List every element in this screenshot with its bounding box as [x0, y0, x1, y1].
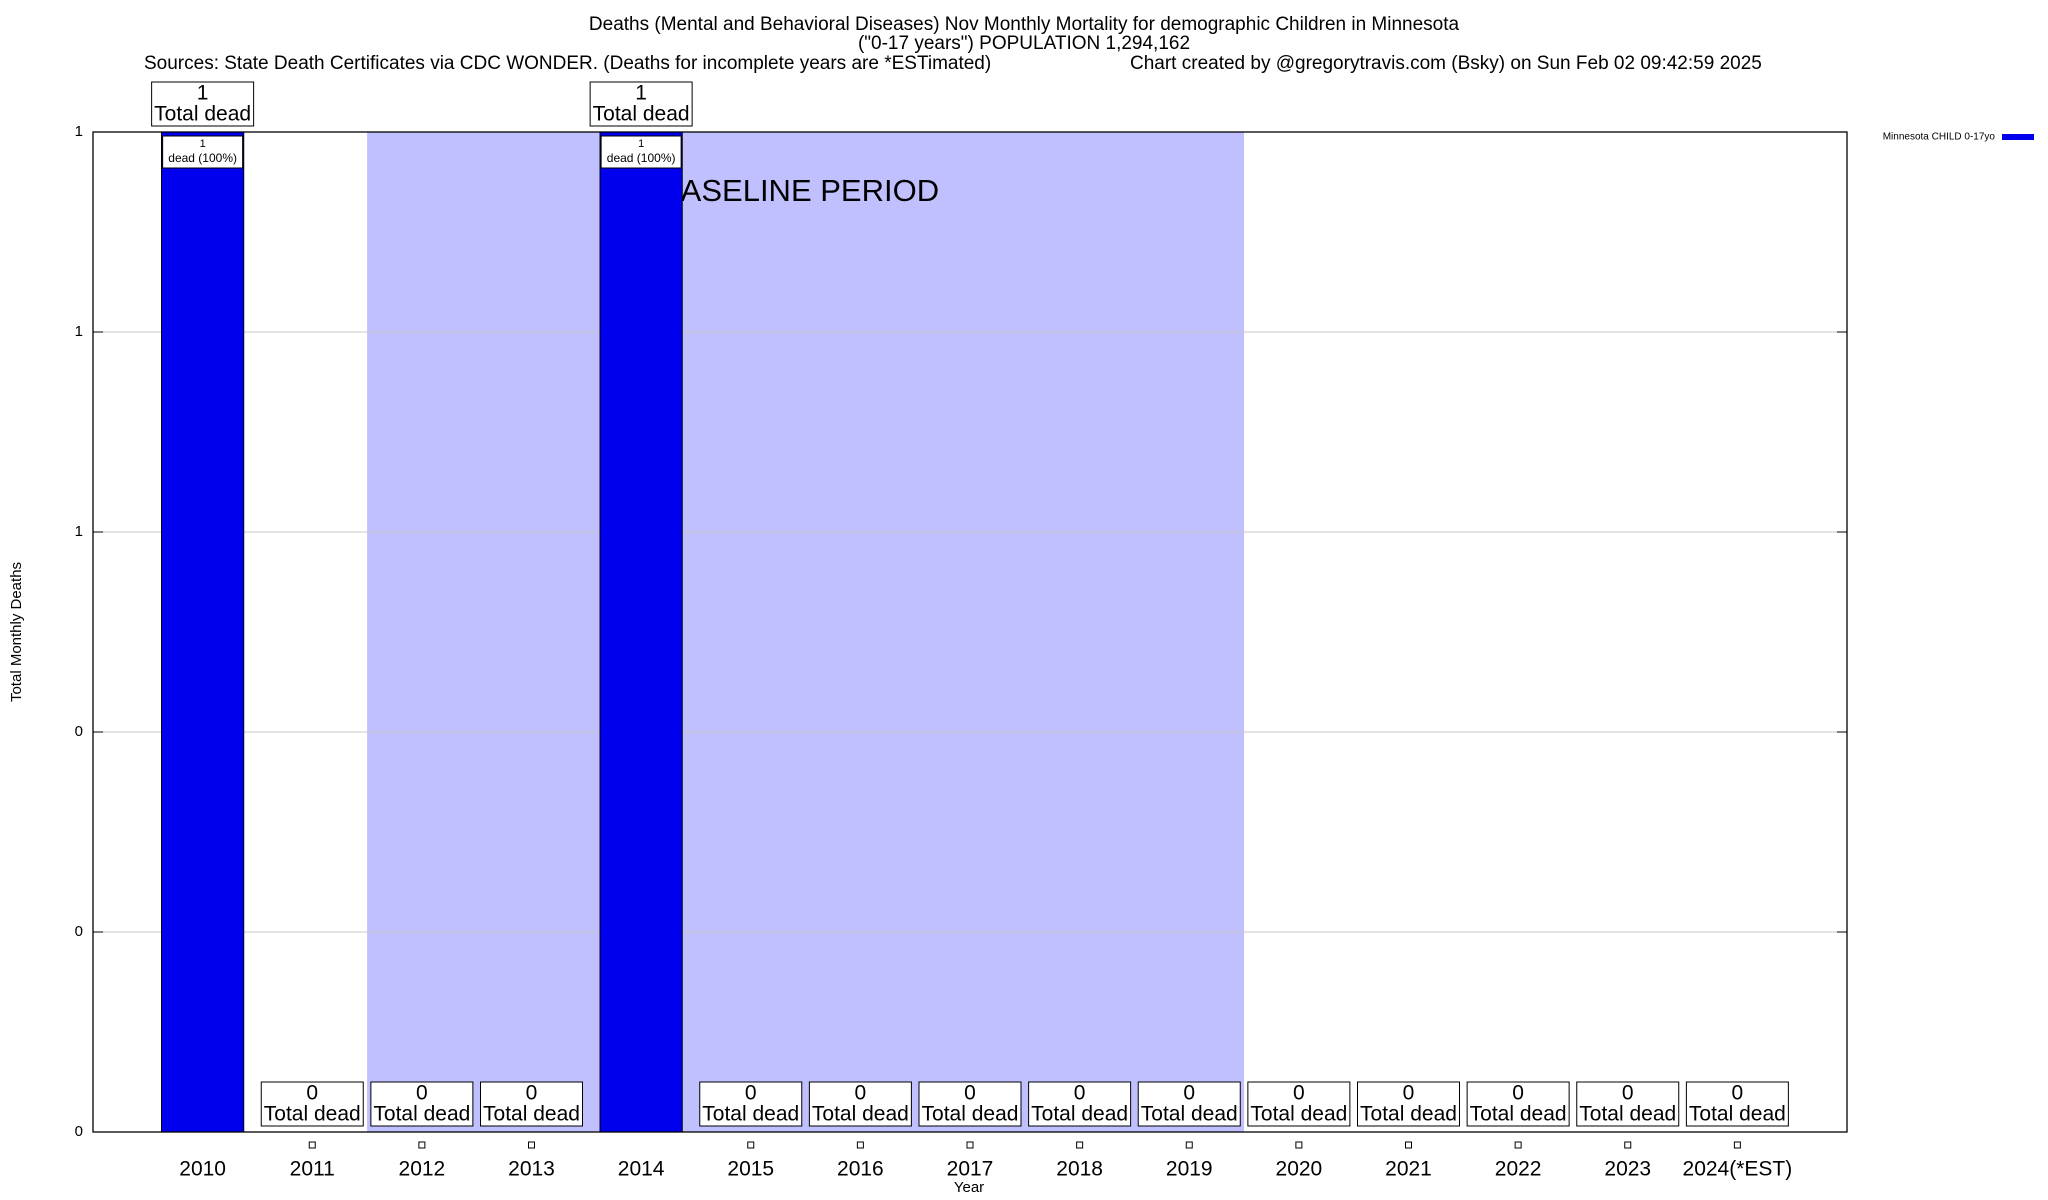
source-note: Sources: State Death Certificates via CD…	[144, 53, 991, 74]
baseline-region	[367, 132, 1245, 1132]
value-label-box	[699, 1081, 803, 1127]
bar	[599, 131, 683, 1133]
value-label-box	[918, 1081, 1022, 1127]
inner-label-box	[162, 135, 244, 169]
zero-marker	[1405, 1141, 1412, 1149]
y-tick-label: 0	[75, 723, 83, 740]
zero-marker	[418, 1141, 426, 1149]
y-tick-label: 1	[75, 123, 83, 140]
value-label-box	[151, 81, 255, 127]
x-tick-label: 2018	[1056, 1158, 1103, 1181]
x-tick-label: 2023	[1604, 1158, 1651, 1181]
value-label-caption: Total dead	[922, 1103, 1019, 1126]
value-label-box	[589, 81, 693, 127]
baseline-label: BASELINE PERIOD	[660, 173, 939, 208]
x-tick-label: 2021	[1385, 1158, 1432, 1181]
value-label-caption: Total dead	[373, 1103, 470, 1126]
chart-subtitle: ("0-17 years") POPULATION 1,294,162	[858, 33, 1190, 54]
value-label: 1	[197, 82, 209, 105]
x-axis-label: Year	[954, 1179, 984, 1196]
x-tick-label: 2013	[508, 1158, 555, 1181]
y-tick-label: 0	[75, 1123, 83, 1140]
value-label-box	[808, 1081, 912, 1127]
value-label: 0	[745, 1082, 757, 1105]
value-label-box	[480, 1081, 583, 1127]
value-label-box	[1357, 1081, 1460, 1127]
inner-label-box	[600, 135, 682, 169]
value-label-caption: Total dead	[1689, 1103, 1786, 1126]
chart-title: Deaths (Mental and Behavioral Diseases) …	[589, 14, 1460, 35]
value-label-box	[1137, 1081, 1241, 1127]
x-tick-label: 2024(*EST)	[1683, 1158, 1793, 1181]
value-label-caption: Total dead	[154, 103, 251, 126]
inner-label-value: 1	[200, 138, 206, 150]
value-label: 0	[1293, 1082, 1305, 1105]
value-label: 0	[964, 1082, 976, 1105]
inner-label-value: 1	[638, 138, 644, 150]
zero-marker	[1185, 1141, 1193, 1149]
y-tick-label: 1	[75, 323, 83, 340]
x-tick-label: 2022	[1495, 1158, 1542, 1181]
value-label-caption: Total dead	[1031, 1103, 1128, 1126]
value-label-caption: Total dead	[1141, 1103, 1238, 1126]
y-tick-label: 1	[75, 523, 83, 540]
value-label: 0	[855, 1082, 867, 1105]
value-label-box	[1576, 1081, 1680, 1127]
zero-marker	[1295, 1141, 1303, 1149]
zero-marker	[856, 1141, 864, 1149]
zero-marker	[1624, 1141, 1632, 1149]
x-tick-label: 2017	[947, 1158, 994, 1181]
value-label-box	[1028, 1081, 1132, 1127]
legend-label: Minnesota CHILD 0-17yo	[1883, 132, 1996, 143]
value-label: 0	[1074, 1082, 1086, 1105]
value-label-box	[1685, 1081, 1789, 1127]
value-label: 0	[1732, 1082, 1744, 1105]
x-tick-label: 2011	[290, 1158, 335, 1181]
value-label-box	[370, 1081, 474, 1127]
plot-frame	[92, 131, 1848, 1133]
value-label-box	[1247, 1081, 1351, 1127]
zero-marker	[1514, 1141, 1522, 1149]
x-tick-label: 2020	[1276, 1158, 1323, 1181]
value-label: 0	[526, 1082, 538, 1105]
x-tick-label: 2015	[727, 1158, 774, 1181]
y-axis-label: Total Monthly Deaths	[8, 562, 25, 702]
x-tick-label: 2016	[837, 1158, 884, 1181]
value-label: 0	[416, 1082, 428, 1105]
value-label-box	[1466, 1081, 1570, 1127]
value-label-caption: Total dead	[1579, 1103, 1676, 1126]
value-label-box	[260, 1081, 364, 1127]
credit-note: Chart created by @gregorytravis.com (Bsk…	[1130, 53, 1762, 74]
x-tick-label: 2010	[179, 1158, 226, 1181]
value-label: 1	[635, 82, 647, 105]
bar	[161, 131, 245, 1133]
inner-label: dead (100%)	[607, 151, 676, 165]
value-label-caption: Total dead	[593, 103, 690, 126]
value-label-caption: Total dead	[1250, 1103, 1347, 1126]
x-tick-label: 2014	[618, 1158, 665, 1181]
zero-marker	[308, 1141, 316, 1149]
value-label-caption: Total dead	[812, 1103, 909, 1126]
value-label-caption: Total dead	[1470, 1103, 1567, 1126]
y-tick-label: 0	[75, 923, 83, 940]
zero-marker	[1733, 1141, 1741, 1149]
x-tick-label: 2012	[399, 1158, 446, 1181]
value-label: 0	[306, 1082, 318, 1105]
value-label: 0	[1622, 1082, 1634, 1105]
zero-marker	[966, 1141, 974, 1149]
value-label-caption: Total dead	[483, 1103, 580, 1126]
inner-label: dead (100%)	[168, 151, 237, 165]
value-label: 0	[1403, 1082, 1415, 1105]
zero-marker	[528, 1141, 535, 1149]
zero-marker	[1076, 1141, 1084, 1149]
value-label-caption: Total dead	[1360, 1103, 1457, 1126]
value-label: 0	[1512, 1082, 1524, 1105]
x-tick-label: 2019	[1166, 1158, 1213, 1181]
value-label-caption: Total dead	[264, 1103, 361, 1126]
value-label: 0	[1183, 1082, 1195, 1105]
zero-marker	[747, 1141, 755, 1149]
value-label-caption: Total dead	[702, 1103, 799, 1126]
